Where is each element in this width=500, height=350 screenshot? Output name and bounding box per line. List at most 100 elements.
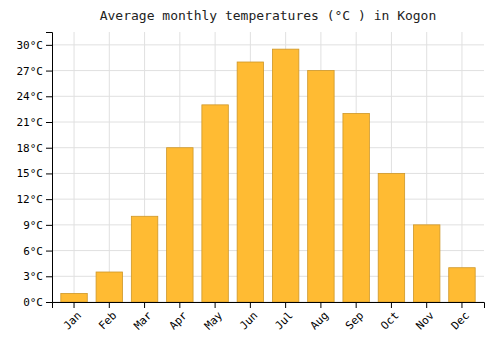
bar <box>343 113 369 302</box>
bar <box>167 148 193 302</box>
tick-label: Apr <box>167 309 191 333</box>
tick-label: 30°C <box>17 39 44 52</box>
tick-mark <box>74 302 75 308</box>
tick-mark <box>109 302 110 308</box>
tick: 0°C <box>23 296 52 309</box>
bars <box>61 49 475 302</box>
tick-label: 3°C <box>23 270 43 283</box>
tick-mark <box>46 71 52 72</box>
x-axis: Jan Feb Mar Apr May Jun Jul Aug Sep Oct Nov Dec <box>53 302 485 332</box>
tick: 30°C <box>17 39 53 52</box>
bar <box>202 105 228 302</box>
grid-line-x <box>109 32 110 302</box>
tick-label: 12°C <box>17 193 44 206</box>
tick-mark <box>46 122 52 123</box>
tick-mark <box>46 225 52 226</box>
tick-mark <box>179 302 180 308</box>
tick-label: Jun <box>237 309 260 332</box>
grid-line-y <box>52 199 484 200</box>
tick-label: 9°C <box>23 219 43 232</box>
chart-container: 0°C 3°C 6°C 9°C 12°C 15°C 18°C 21°C 24°C 27°C 30°C… <box>0 0 500 350</box>
grid <box>52 32 484 302</box>
tick-label: 15°C <box>17 167 44 180</box>
tick-label: 24°C <box>17 90 44 103</box>
tick: 18°C <box>17 142 53 155</box>
tick: Nov <box>413 302 437 332</box>
grid-line-y <box>52 173 484 174</box>
tick-mark <box>285 302 286 308</box>
tick: 21°C <box>17 116 53 129</box>
tick-mark <box>426 302 427 308</box>
tick-mark <box>46 148 52 149</box>
y-axis: 0°C 3°C 6°C 9°C 12°C 15°C 18°C 21°C 24°C 27°C 30°C <box>17 33 53 310</box>
grid-line-y <box>52 44 484 45</box>
tick-label: Sep <box>343 309 366 332</box>
tick-label: Dec <box>449 309 472 332</box>
grid-line-y <box>52 122 484 123</box>
tick: 27°C <box>17 65 53 78</box>
bar <box>378 173 404 302</box>
tick-mark <box>250 302 251 308</box>
tick: Sep <box>343 302 366 332</box>
bar <box>308 71 334 302</box>
bar <box>272 49 298 302</box>
tick-mark <box>144 302 145 308</box>
tick-mark <box>46 96 52 97</box>
tick-mark <box>46 45 52 46</box>
tick: 15°C <box>17 167 53 180</box>
tick: 12°C <box>17 193 53 206</box>
tick-label: Nov <box>413 309 437 333</box>
grid-line-x <box>461 32 462 302</box>
tick-label: 27°C <box>17 65 44 78</box>
bar <box>237 62 263 302</box>
bar <box>131 216 157 302</box>
bar <box>96 272 122 302</box>
tick-mark <box>46 302 52 303</box>
tick-mark <box>46 276 52 277</box>
tick: Apr <box>167 302 191 332</box>
tick-label: Mar <box>131 309 155 333</box>
tick-mark <box>461 302 462 308</box>
tick-label: Jan <box>61 309 84 332</box>
bar <box>413 225 439 302</box>
tick-label: Feb <box>96 309 119 332</box>
grid-line-y <box>52 96 484 97</box>
tick-mark <box>215 302 216 308</box>
grid-line-y <box>52 70 484 71</box>
tick-mark <box>320 302 321 308</box>
tick-label: Oct <box>378 309 401 332</box>
tick: 3°C <box>23 270 52 283</box>
tick: Aug <box>308 302 331 332</box>
axis-line <box>53 303 485 309</box>
tick-mark <box>46 199 52 200</box>
tick-label: Aug <box>308 309 331 332</box>
tick-mark <box>356 302 357 308</box>
tick: Feb <box>96 302 119 332</box>
plot: 0°C 3°C 6°C 9°C 12°C 15°C 18°C 21°C 24°C 27°C 30°C… <box>17 32 485 332</box>
tick-mark <box>46 251 52 252</box>
tick: Jun <box>237 302 260 332</box>
title: Average monthly temperatures (°C ) in Ko… <box>100 8 437 23</box>
tick-mark <box>391 302 392 308</box>
tick: Jul <box>272 302 295 332</box>
tick: 6°C <box>23 245 52 258</box>
tick: May <box>202 302 226 332</box>
tick: 9°C <box>23 219 52 232</box>
tick: Mar <box>131 302 155 332</box>
tick-label: 0°C <box>23 296 43 309</box>
tick-label: May <box>202 309 226 333</box>
tick: 24°C <box>17 90 53 103</box>
bar <box>449 268 475 302</box>
chart: 0°C 3°C 6°C 9°C 12°C 15°C 18°C 21°C 24°C 27°C 30°C… <box>0 0 500 350</box>
bar <box>61 293 87 302</box>
tick-mark <box>46 173 52 174</box>
tick: Oct <box>378 302 401 332</box>
grid-line-y <box>52 147 484 148</box>
grid-line-x <box>74 32 75 302</box>
tick-label: 6°C <box>23 245 43 258</box>
tick-label: 21°C <box>17 116 44 129</box>
axis-line <box>46 33 53 303</box>
tick: Jan <box>61 302 84 332</box>
tick: Dec <box>449 302 472 332</box>
tick-label: Jul <box>272 309 295 332</box>
